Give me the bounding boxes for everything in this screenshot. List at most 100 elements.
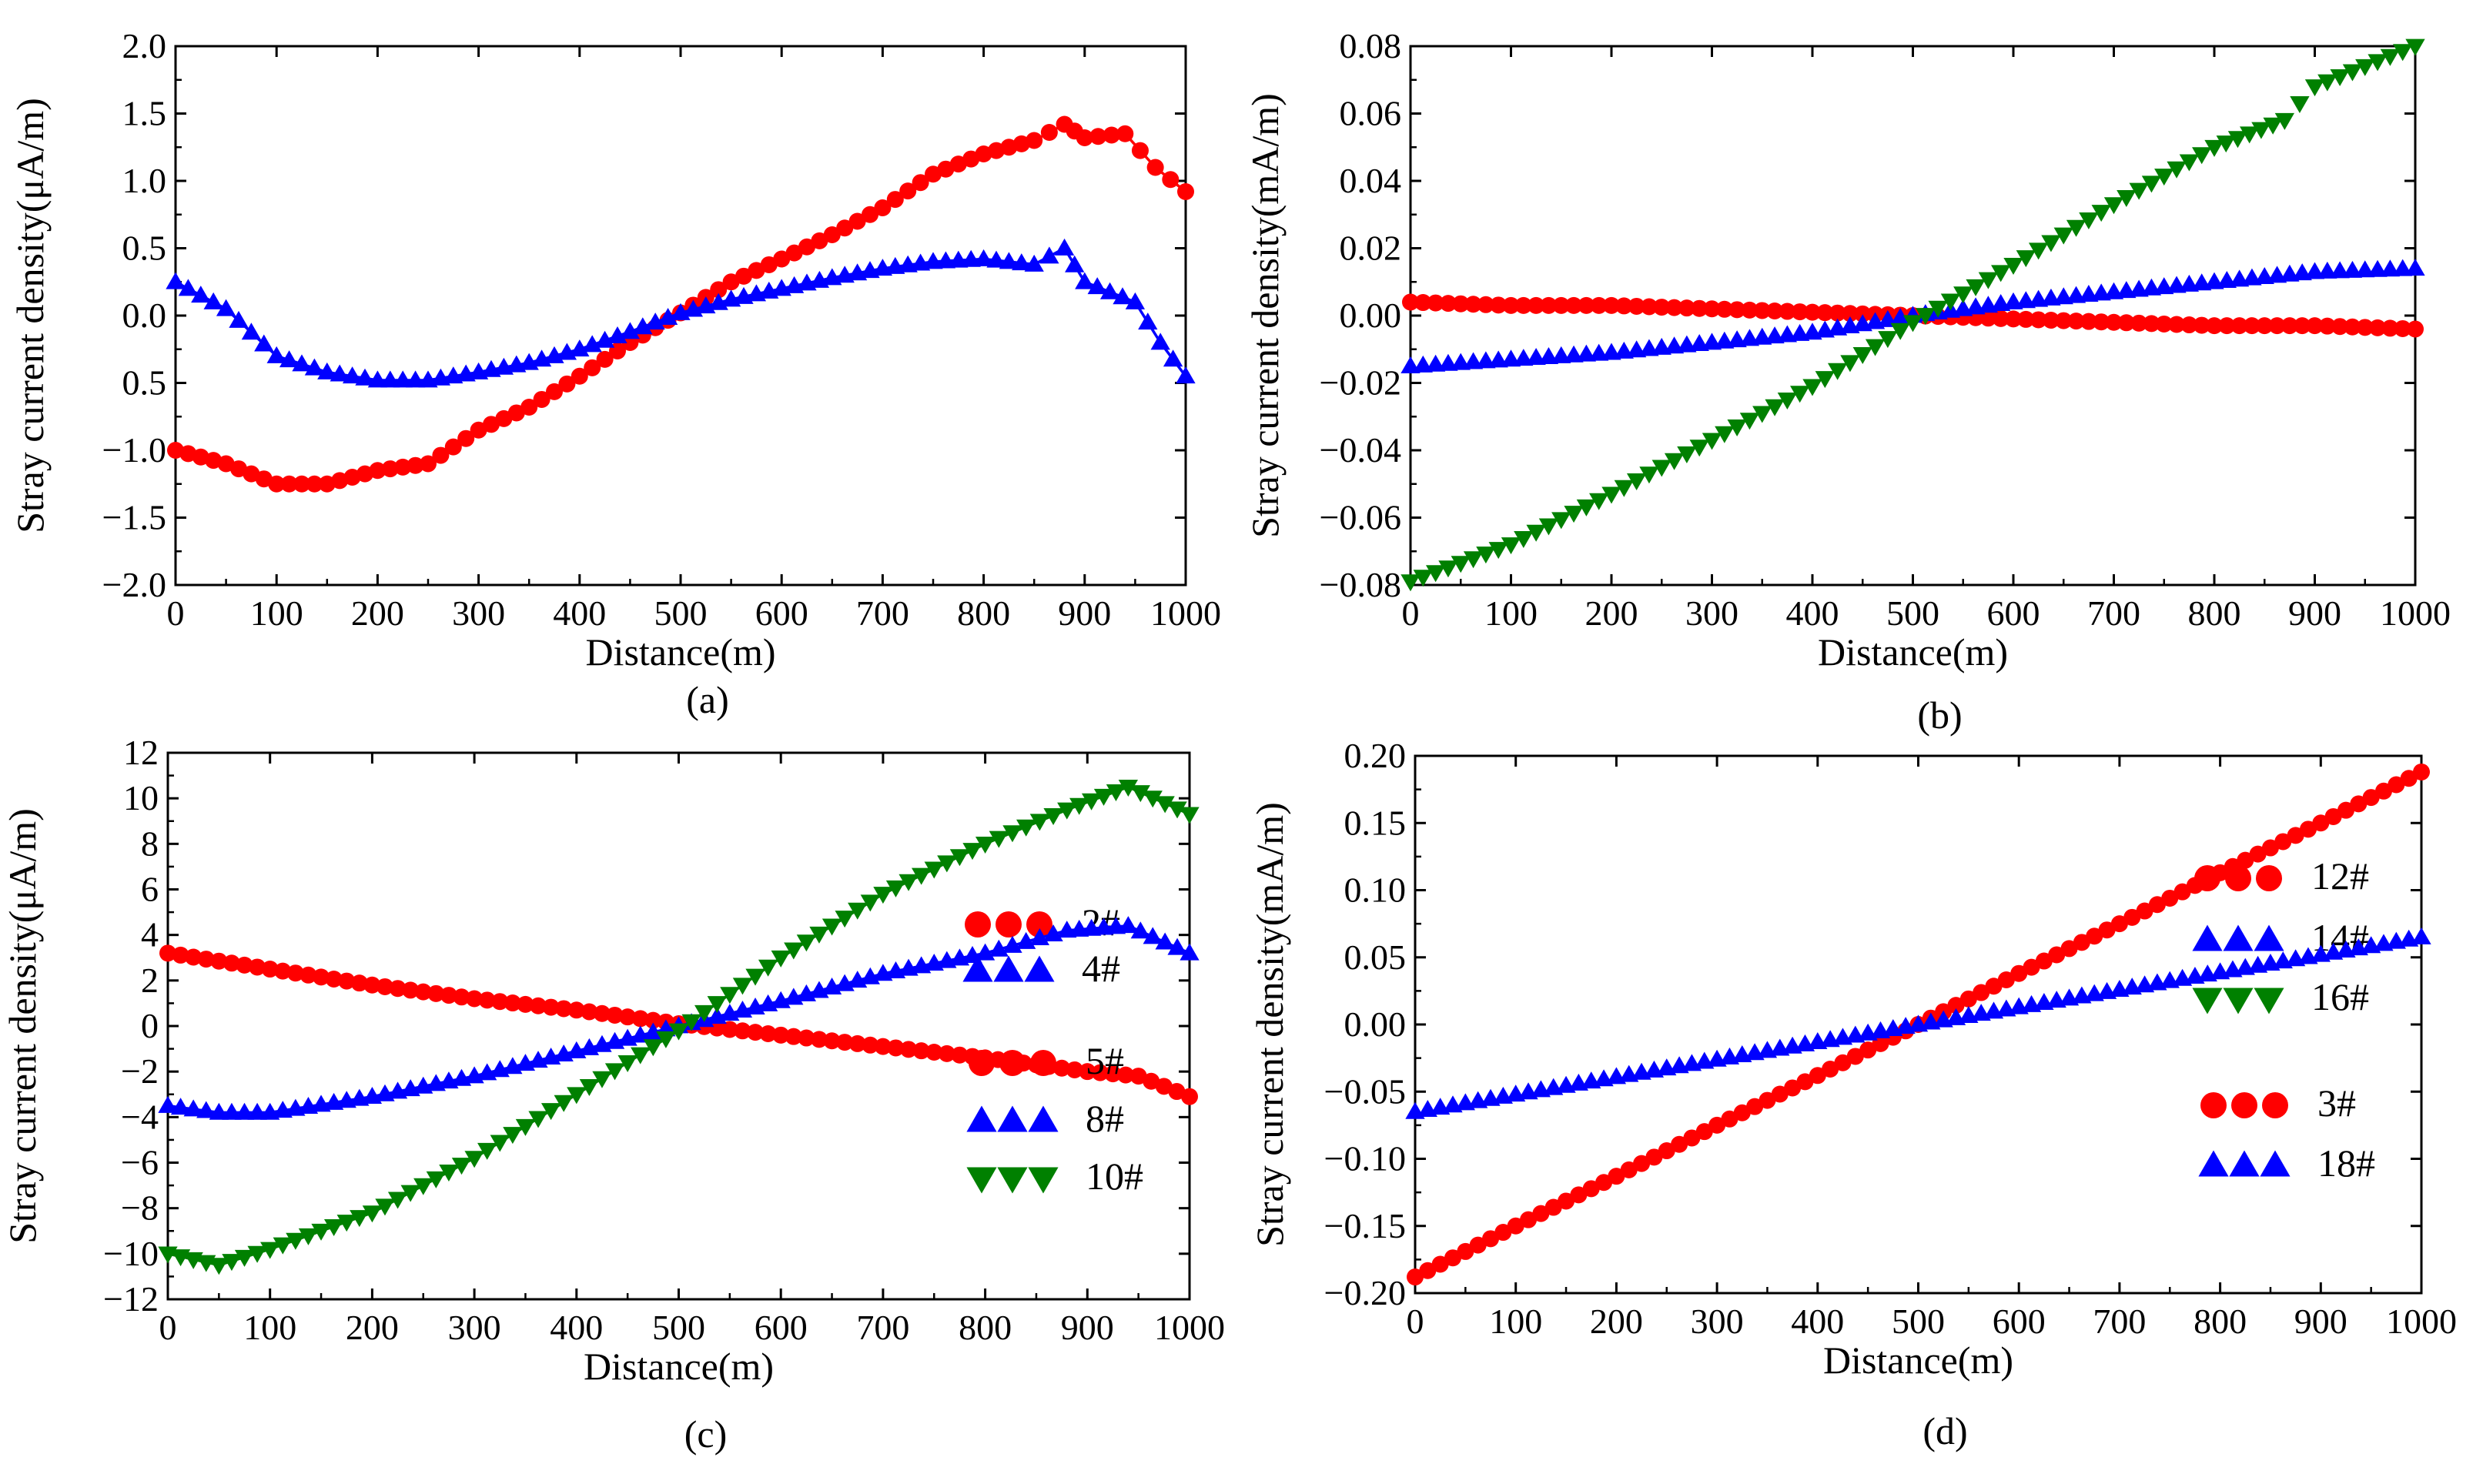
data-point bbox=[1103, 126, 1120, 144]
chart-panel-2: 0 100 200 300 400 500 600 700 800 900 1000 −0.08 −0.… bbox=[1243, 26, 2451, 1018]
x-tick-label: 0 bbox=[1407, 1302, 1424, 1341]
data-point bbox=[2079, 212, 2099, 229]
data-point bbox=[1834, 1054, 1852, 1071]
data-point bbox=[1626, 473, 1647, 491]
data-point bbox=[1671, 1135, 1688, 1153]
data-point bbox=[2016, 250, 2036, 268]
data-point bbox=[380, 370, 400, 388]
legend-marker bbox=[966, 1167, 997, 1194]
panel-label: (c) bbox=[684, 1412, 728, 1456]
y-tick-label: −0.15 bbox=[1324, 1206, 1406, 1245]
data-point bbox=[2287, 827, 2304, 844]
data-point bbox=[413, 1178, 433, 1195]
x-tick-label: 800 bbox=[2194, 1302, 2247, 1341]
data-point bbox=[542, 998, 560, 1016]
data-point bbox=[1118, 916, 1139, 934]
data-point bbox=[439, 1164, 459, 1182]
y-tick-label: 0.5 bbox=[122, 363, 167, 403]
data-point bbox=[1665, 299, 1683, 316]
data-point bbox=[1494, 1224, 1512, 1242]
data-point bbox=[912, 1042, 930, 1060]
data-point bbox=[2204, 139, 2224, 157]
data-point bbox=[735, 267, 752, 285]
data-point bbox=[571, 367, 588, 385]
data-point bbox=[2041, 235, 2061, 252]
series-14# bbox=[1400, 259, 2425, 373]
data-point bbox=[1578, 296, 1595, 314]
data-point bbox=[336, 1215, 356, 1232]
data-point bbox=[1551, 512, 1571, 530]
data-point bbox=[937, 855, 957, 873]
data-point bbox=[2030, 311, 2047, 329]
data-point bbox=[633, 317, 653, 335]
data-point bbox=[1759, 1091, 1776, 1109]
data-point bbox=[2098, 921, 2116, 939]
data-point bbox=[546, 383, 563, 400]
data-point bbox=[1620, 1161, 1638, 1178]
y-tick-label: −6 bbox=[121, 1143, 159, 1182]
y-tick-label: −0.04 bbox=[1320, 430, 1401, 470]
data-point bbox=[1978, 272, 1999, 289]
data-point bbox=[925, 1044, 943, 1061]
data-point bbox=[848, 902, 868, 920]
data-point bbox=[1490, 296, 1508, 314]
data-point bbox=[249, 958, 266, 976]
data-point bbox=[810, 1031, 828, 1048]
data-point bbox=[317, 362, 337, 379]
data-point bbox=[2117, 189, 2137, 207]
data-point bbox=[567, 1087, 587, 1105]
data-point bbox=[540, 1103, 561, 1121]
data-point bbox=[1413, 570, 1433, 587]
data-point bbox=[223, 954, 240, 972]
data-point bbox=[1854, 305, 1872, 323]
y-tick-label: −10 bbox=[103, 1234, 159, 1273]
series-18# bbox=[1405, 927, 2431, 1119]
data-point bbox=[823, 1032, 841, 1050]
legend-marker bbox=[2192, 924, 2223, 951]
chart-panel-4: 0 100 200 300 400 500 600 700 800 900 1000 −0.20 −0.… bbox=[1248, 736, 2457, 1452]
data-point bbox=[1116, 125, 1134, 142]
data-point bbox=[266, 346, 286, 363]
data-point bbox=[1715, 300, 1733, 318]
x-tick-label: 100 bbox=[250, 593, 303, 633]
data-point bbox=[2154, 169, 2174, 186]
y-tick-label: −1.0 bbox=[102, 430, 166, 470]
legend-marker bbox=[2200, 1092, 2227, 1118]
data-point bbox=[1653, 299, 1671, 316]
y-tick-label: −0.08 bbox=[1320, 565, 1401, 604]
data-point bbox=[874, 199, 892, 216]
data-point bbox=[2010, 964, 2028, 982]
data-point bbox=[274, 962, 292, 980]
data-point bbox=[900, 1041, 918, 1058]
data-point bbox=[2023, 958, 2040, 976]
data-point bbox=[286, 964, 304, 982]
x-tick-label: 200 bbox=[1590, 1302, 1643, 1341]
data-point bbox=[1457, 1242, 1474, 1260]
data-point bbox=[2237, 851, 2254, 869]
data-point bbox=[2123, 908, 2141, 926]
data-point bbox=[311, 1223, 331, 1241]
data-point bbox=[1985, 978, 2003, 995]
data-point bbox=[773, 250, 791, 268]
data-point bbox=[1689, 440, 1709, 457]
series-3# bbox=[1407, 763, 2430, 1286]
legend-marker bbox=[2254, 924, 2284, 951]
data-point bbox=[1438, 560, 1458, 578]
data-point bbox=[1180, 807, 1200, 824]
data-point bbox=[760, 256, 778, 273]
data-point bbox=[1940, 293, 1961, 311]
data-point bbox=[1804, 303, 1821, 321]
y-tick-label: 0.05 bbox=[1344, 938, 1407, 977]
data-point bbox=[1733, 1104, 1751, 1121]
data-point bbox=[887, 1039, 905, 1057]
data-point bbox=[1113, 287, 1133, 305]
data-point bbox=[1452, 295, 1470, 313]
data-point bbox=[1081, 793, 1102, 811]
data-point bbox=[362, 1205, 383, 1223]
data-point bbox=[555, 1000, 573, 1018]
data-point bbox=[1469, 1236, 1487, 1254]
legend-label: 5# bbox=[1086, 1039, 1124, 1082]
data-point bbox=[811, 232, 828, 249]
data-point bbox=[2405, 38, 2425, 56]
data-point bbox=[367, 370, 388, 388]
